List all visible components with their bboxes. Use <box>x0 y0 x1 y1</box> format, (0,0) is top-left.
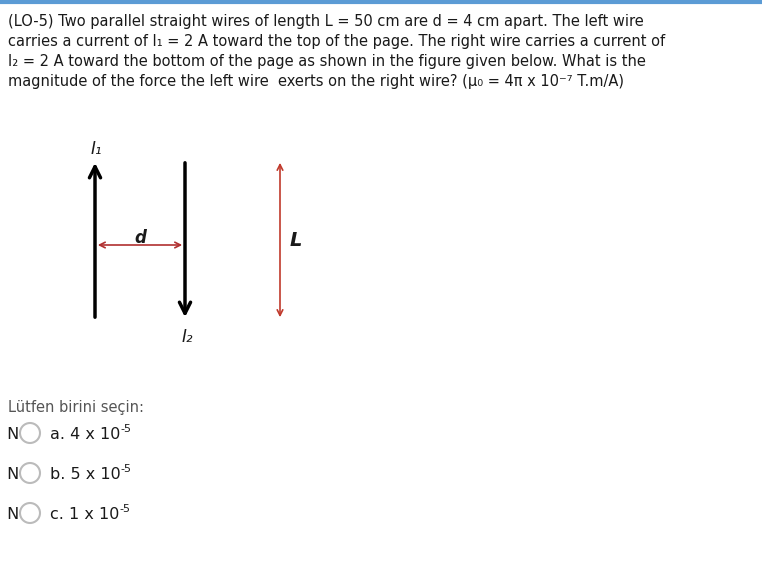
Text: (LO-5) Two parallel straight wires of length L = 50 cm are d = 4 cm apart. The l: (LO-5) Two parallel straight wires of le… <box>8 14 644 29</box>
Text: b. 5 x 10: b. 5 x 10 <box>50 467 120 482</box>
Text: L: L <box>290 230 303 249</box>
Text: -5: -5 <box>120 464 132 474</box>
Text: -5: -5 <box>0 568 1 569</box>
Text: N: N <box>2 467 19 482</box>
Text: -5: -5 <box>0 568 1 569</box>
Text: d: d <box>134 229 146 247</box>
Text: carries a current of I₁ = 2 A toward the top of the page. The right wire carries: carries a current of I₁ = 2 A toward the… <box>8 34 665 49</box>
Text: I₂: I₂ <box>182 328 194 346</box>
Text: I₁: I₁ <box>91 140 103 158</box>
Text: magnitude of the force the left wire  exerts on the right wire? (μ₀ = 4π x 10⁻⁷ : magnitude of the force the left wire exe… <box>8 74 624 89</box>
Text: a. 4 x 10: a. 4 x 10 <box>50 427 120 442</box>
Text: N: N <box>2 507 19 522</box>
Text: I₂ = 2 A toward the bottom of the page as shown in the figure given below. What : I₂ = 2 A toward the bottom of the page a… <box>8 54 646 69</box>
Text: Lütfen birini seçin:: Lütfen birini seçin: <box>8 400 144 415</box>
Text: -5: -5 <box>120 424 131 434</box>
Text: c. 1 x 10: c. 1 x 10 <box>50 507 120 522</box>
Text: N: N <box>2 427 19 442</box>
Text: -5: -5 <box>120 504 130 514</box>
Text: -5: -5 <box>0 568 1 569</box>
